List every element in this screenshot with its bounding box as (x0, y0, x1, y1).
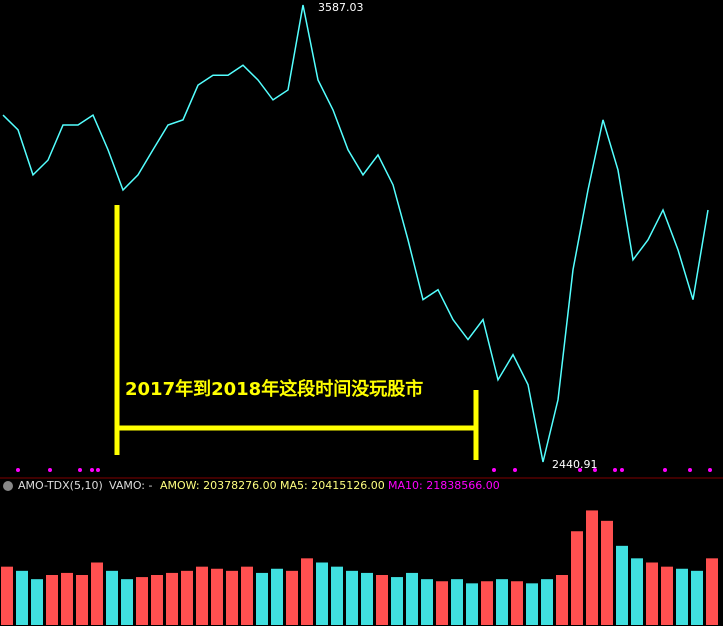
volume-bar (211, 568, 223, 625)
volume-bar (286, 570, 298, 625)
low-label: 2440.91 (552, 458, 598, 471)
volume-bar (1, 566, 13, 625)
volume-bar (541, 579, 553, 625)
volume-bar (31, 579, 43, 625)
volume-bar (121, 579, 133, 625)
signal-dots (16, 468, 712, 472)
volume-bar (301, 558, 313, 625)
volume-bar (316, 562, 328, 625)
volume-bar (61, 572, 73, 625)
volume-bar (481, 581, 493, 625)
volume-bar (571, 531, 583, 625)
volume-bar (136, 577, 148, 625)
volume-bar (601, 520, 613, 625)
volume-bar (511, 581, 523, 625)
volume-bar (466, 583, 478, 625)
volume-bar (496, 579, 508, 625)
volume-bar (691, 570, 703, 625)
volume-bar (451, 579, 463, 625)
volume-bar (256, 572, 268, 625)
volume-bar (586, 510, 598, 625)
volume-bar (226, 570, 238, 625)
volume-bar (16, 570, 28, 625)
volume-bar (526, 583, 538, 625)
indicator-ma5: MA5: 20415126.00 (280, 479, 385, 492)
price-line (2, 4, 709, 463)
volume-bar (271, 568, 283, 625)
high-label: 3587.03 (318, 1, 364, 14)
indicator-toggle[interactable] (3, 481, 13, 491)
indicator-vamo: VAMO: - (109, 479, 153, 492)
annotation-text: 2017年到2018年这段时间没玩股市 (125, 378, 423, 400)
indicator-name: AMO-TDX(5,10) (18, 479, 103, 492)
volume-bar (376, 575, 388, 625)
volume-bar (361, 572, 373, 625)
volume-bar (436, 581, 448, 625)
volume-bar (76, 575, 88, 625)
indicator-ma10: MA10: 21838566.00 (388, 479, 500, 492)
volume-bar (391, 577, 403, 625)
volume-bar (181, 570, 193, 625)
volume-bar (91, 562, 103, 625)
volume-bar (151, 575, 163, 625)
volume-bar (106, 570, 118, 625)
annotation-bracket (114, 205, 479, 460)
volume-bar (406, 572, 418, 625)
volume-bar (646, 562, 658, 625)
volume-bar (241, 566, 253, 625)
volume-bar (616, 545, 628, 625)
volume-bar (661, 566, 673, 625)
volume-bar (556, 575, 568, 625)
volume-bar (706, 558, 718, 625)
volume-bar (46, 575, 58, 625)
volume-bar (331, 566, 343, 625)
volume-bar (631, 558, 643, 625)
volume-bar (421, 579, 433, 625)
indicator-amow: AMOW: 20378276.00 (160, 479, 277, 492)
volume-bar (166, 572, 178, 625)
volume-bar (346, 570, 358, 625)
volume-bar (676, 568, 688, 625)
volume-bar (196, 566, 208, 625)
